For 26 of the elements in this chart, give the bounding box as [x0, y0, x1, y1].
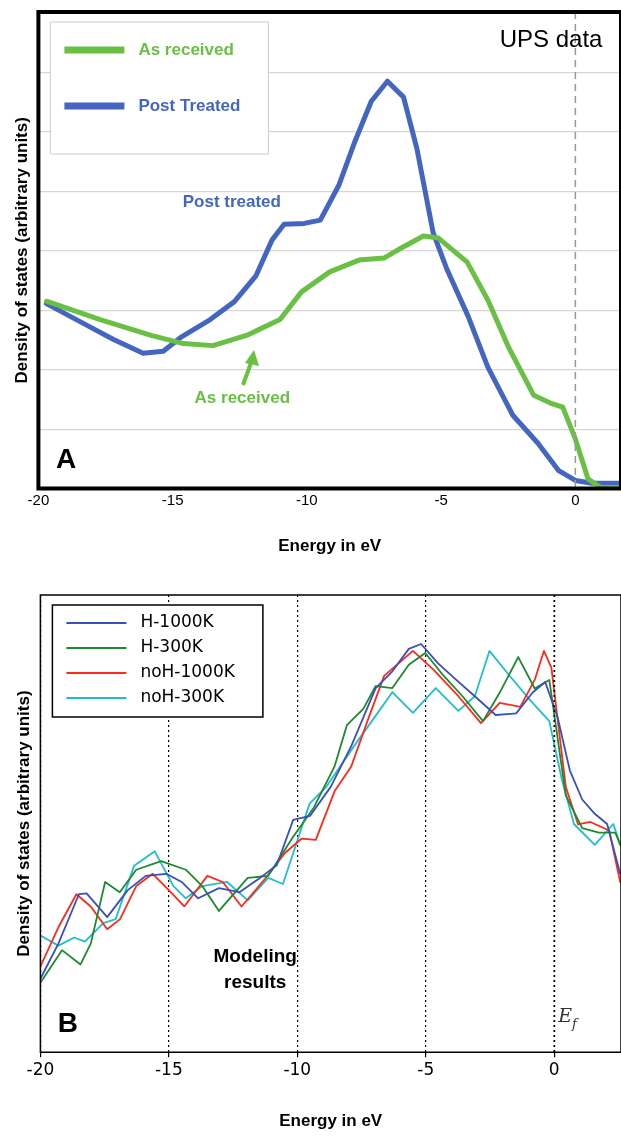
annotation: A: [55, 442, 77, 474]
legend-label: noH-300K: [140, 686, 225, 707]
text: UPS data: [499, 25, 604, 53]
legend-label: noH-1000K: [140, 661, 236, 682]
x-tick-label: -10: [283, 1058, 312, 1079]
x-tick-label: 0: [548, 1058, 560, 1079]
legend-label: H-1000K: [140, 611, 215, 632]
x-tick-label: -20: [26, 1058, 55, 1079]
annotation: Post treated: [182, 192, 281, 212]
legend-label: Post Treated: [138, 95, 241, 115]
x-tick-label: -15: [161, 490, 184, 508]
x-axis-title: Energy in eV: [278, 536, 382, 556]
x-tick-label: 0: [571, 490, 580, 508]
x-tick-label: -15: [154, 1058, 183, 1079]
annotation: Modeling results: [213, 945, 297, 993]
legend-label: H-300K: [140, 636, 204, 657]
x-axis-title: Energy in eV: [279, 1111, 383, 1131]
legend-label: As received: [138, 39, 234, 59]
x-tick-label: -10: [296, 490, 318, 508]
x-tick-label: -5: [434, 490, 448, 508]
y-axis-title: Density of states (arbitrary units): [13, 690, 33, 957]
y-axis-title: Density of states (arbitrary units): [11, 117, 31, 384]
x-tick-label: -5: [417, 1058, 435, 1079]
x-tick-label: -20: [27, 490, 50, 508]
annotation: B: [57, 1007, 79, 1039]
annotation: As received: [194, 387, 291, 407]
